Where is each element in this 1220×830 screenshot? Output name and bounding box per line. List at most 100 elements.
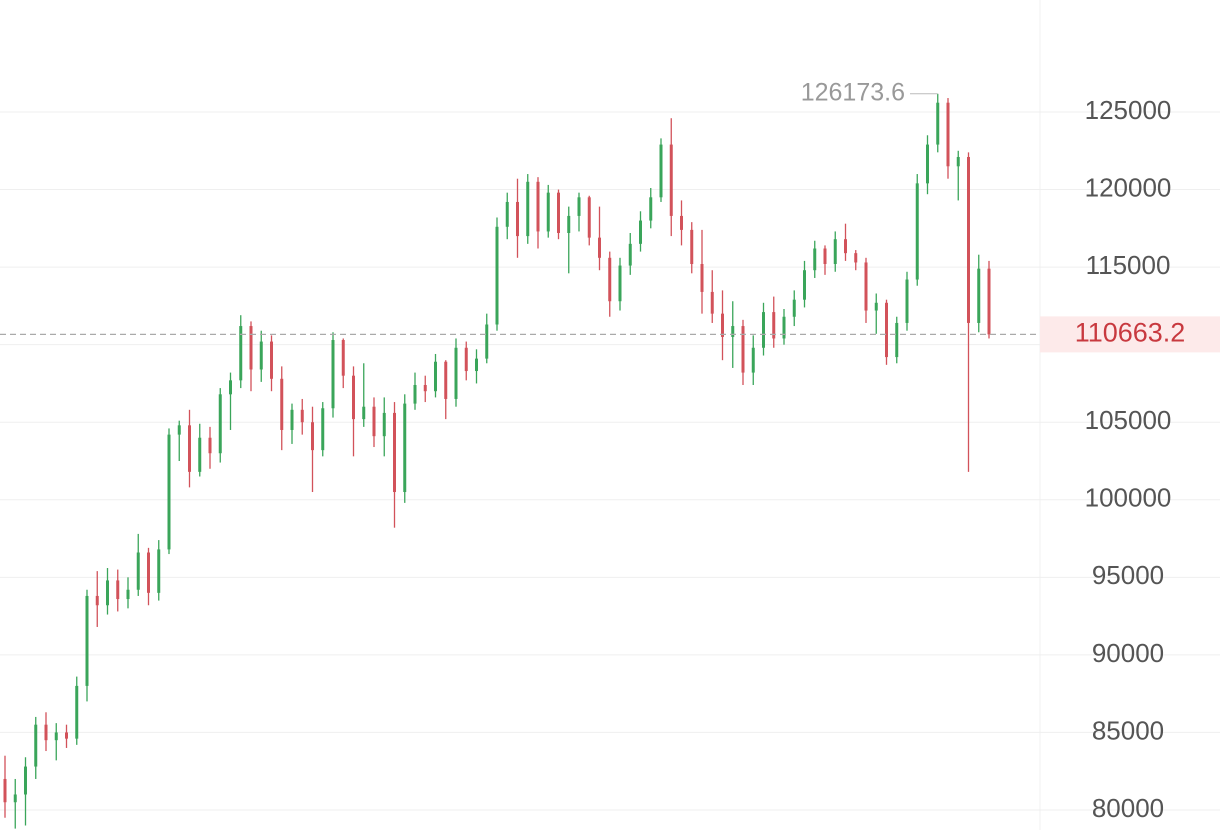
candle-body — [434, 361, 437, 392]
candle-body — [311, 422, 314, 451]
candle-body — [464, 347, 468, 372]
candle-body — [977, 268, 981, 323]
candle-body — [259, 341, 263, 370]
candle-body — [639, 220, 642, 244]
candle-body — [618, 265, 622, 302]
candle-body — [792, 299, 796, 317]
candle-body — [177, 425, 181, 435]
candle-body — [229, 380, 232, 395]
y-tick-label: 100000 — [1085, 483, 1172, 513]
candle-body — [208, 437, 212, 454]
y-tick-label: 95000 — [1092, 560, 1164, 590]
candle-body — [24, 766, 27, 795]
candle-body — [710, 291, 714, 314]
y-tick-label: 85000 — [1092, 715, 1164, 745]
candle-body — [444, 361, 448, 399]
candle-body — [885, 302, 888, 358]
candle-body — [44, 724, 48, 741]
last-price-label: 110663.2 — [1075, 318, 1186, 348]
candle-body — [423, 384, 427, 392]
candle-body — [844, 239, 847, 254]
candle-body — [75, 685, 79, 739]
candle-body — [362, 406, 366, 420]
candle-body — [413, 384, 417, 404]
candle-body — [516, 201, 519, 237]
candle-body — [85, 595, 89, 686]
candle-body — [106, 580, 109, 606]
candle-body — [495, 226, 499, 325]
candle-body — [34, 724, 38, 767]
y-tick-label: 90000 — [1092, 638, 1164, 668]
candle-body — [915, 183, 919, 280]
candle-body — [936, 102, 940, 145]
candle-body — [188, 425, 191, 472]
candle-body — [536, 181, 540, 232]
candle-body — [218, 394, 222, 454]
y-tick-label: 80000 — [1092, 793, 1164, 823]
candle-body — [526, 181, 530, 237]
candle-body — [13, 794, 17, 803]
y-tick-label: 125000 — [1085, 95, 1172, 125]
candle-body — [659, 144, 663, 198]
candle-body — [905, 279, 909, 323]
candle-body — [987, 268, 991, 335]
candle-body — [772, 312, 776, 339]
candle-body — [700, 264, 704, 292]
candle-body — [167, 434, 171, 550]
candle-body — [967, 156, 970, 323]
candle-body — [505, 201, 509, 227]
max-label: 126173.6 — [801, 78, 905, 106]
candle-body — [300, 409, 304, 423]
candle-body — [608, 257, 612, 302]
candle-body — [741, 326, 745, 373]
candle-body — [136, 552, 140, 590]
candle-body — [331, 340, 335, 409]
candle-body — [946, 102, 950, 167]
candle-body — [341, 340, 345, 376]
candle-body — [65, 732, 68, 739]
candle-body — [577, 197, 581, 216]
candle-body — [3, 778, 7, 803]
candle-body — [751, 347, 755, 373]
candle-body — [454, 347, 458, 399]
candle-body — [731, 326, 735, 337]
candle-body — [147, 552, 150, 593]
candle-body — [721, 313, 724, 337]
candle-body — [116, 580, 120, 600]
candle-body — [823, 248, 827, 265]
candle-body — [382, 412, 386, 437]
candle-body — [762, 312, 765, 348]
candle-body — [485, 324, 489, 359]
y-tick-label: 105000 — [1085, 405, 1172, 435]
candle-body — [803, 270, 806, 300]
candle-body — [926, 144, 929, 184]
candle-body — [587, 197, 591, 238]
candle-body — [352, 375, 355, 420]
candle-body — [157, 549, 161, 593]
candle-body — [956, 156, 960, 167]
candle-body — [690, 229, 694, 265]
candle-body — [669, 144, 673, 216]
candle-body — [680, 215, 683, 230]
candle-body — [54, 732, 58, 741]
candle-body — [126, 589, 130, 600]
candle-body — [628, 243, 632, 266]
candle-body — [290, 409, 294, 430]
candle-body — [403, 403, 407, 493]
candle-body — [864, 262, 868, 311]
candle-body — [895, 322, 899, 358]
candle-body — [874, 302, 878, 311]
y-tick-label: 120000 — [1085, 172, 1172, 202]
candle-body — [198, 437, 202, 472]
candle-body — [567, 215, 571, 233]
candle-body — [372, 406, 376, 437]
candle-body — [598, 237, 601, 258]
candle-body — [546, 192, 550, 232]
candle-body — [557, 192, 560, 233]
candle-body — [854, 253, 858, 263]
candle-body — [95, 595, 99, 606]
candle-body — [249, 326, 253, 370]
